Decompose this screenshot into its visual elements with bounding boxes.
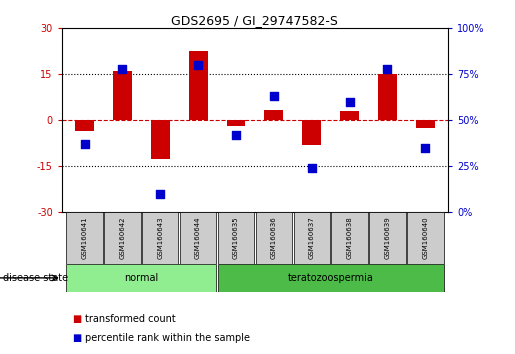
Text: normal: normal bbox=[124, 273, 159, 283]
Bar bbox=[255, 212, 292, 264]
Bar bbox=[218, 212, 254, 264]
Text: GSM160642: GSM160642 bbox=[119, 217, 125, 259]
Text: ■: ■ bbox=[72, 333, 81, 343]
Point bbox=[270, 93, 278, 99]
Point bbox=[232, 132, 240, 138]
Bar bbox=[264, 110, 283, 120]
Bar bbox=[407, 212, 443, 264]
Bar bbox=[151, 120, 170, 159]
Point bbox=[80, 142, 89, 147]
Bar bbox=[66, 264, 216, 292]
Bar bbox=[142, 212, 178, 264]
Bar bbox=[340, 111, 359, 120]
Bar bbox=[113, 71, 132, 120]
Text: GSM160640: GSM160640 bbox=[422, 217, 428, 259]
Point bbox=[421, 145, 430, 151]
Point bbox=[156, 191, 164, 197]
Point bbox=[118, 66, 127, 72]
Text: GSM160637: GSM160637 bbox=[308, 217, 315, 259]
Bar bbox=[218, 264, 443, 292]
Text: GSM160636: GSM160636 bbox=[271, 217, 277, 259]
Bar bbox=[188, 51, 208, 120]
Title: GDS2695 / GI_29747582-S: GDS2695 / GI_29747582-S bbox=[171, 14, 338, 27]
Bar bbox=[180, 212, 216, 264]
Point bbox=[383, 66, 391, 72]
Point bbox=[194, 62, 202, 68]
Text: GSM160638: GSM160638 bbox=[347, 217, 353, 259]
Text: disease state: disease state bbox=[3, 273, 67, 283]
Text: GSM160643: GSM160643 bbox=[157, 217, 163, 259]
Bar bbox=[75, 120, 94, 131]
Bar bbox=[332, 212, 368, 264]
Text: transformed count: transformed count bbox=[85, 314, 176, 324]
Bar bbox=[227, 120, 246, 126]
Text: percentile rank within the sample: percentile rank within the sample bbox=[85, 333, 250, 343]
Bar bbox=[294, 212, 330, 264]
Text: ■: ■ bbox=[72, 314, 81, 324]
Text: GSM160644: GSM160644 bbox=[195, 217, 201, 259]
Text: GSM160639: GSM160639 bbox=[385, 217, 390, 259]
Bar bbox=[378, 74, 397, 120]
Bar bbox=[66, 212, 102, 264]
Point bbox=[346, 99, 354, 105]
Bar bbox=[302, 120, 321, 145]
Bar bbox=[369, 212, 406, 264]
Point bbox=[307, 165, 316, 171]
Bar bbox=[416, 120, 435, 128]
Bar bbox=[104, 212, 141, 264]
Text: GSM160635: GSM160635 bbox=[233, 217, 239, 259]
Text: GSM160641: GSM160641 bbox=[81, 217, 88, 259]
Text: teratozoospermia: teratozoospermia bbox=[288, 273, 373, 283]
